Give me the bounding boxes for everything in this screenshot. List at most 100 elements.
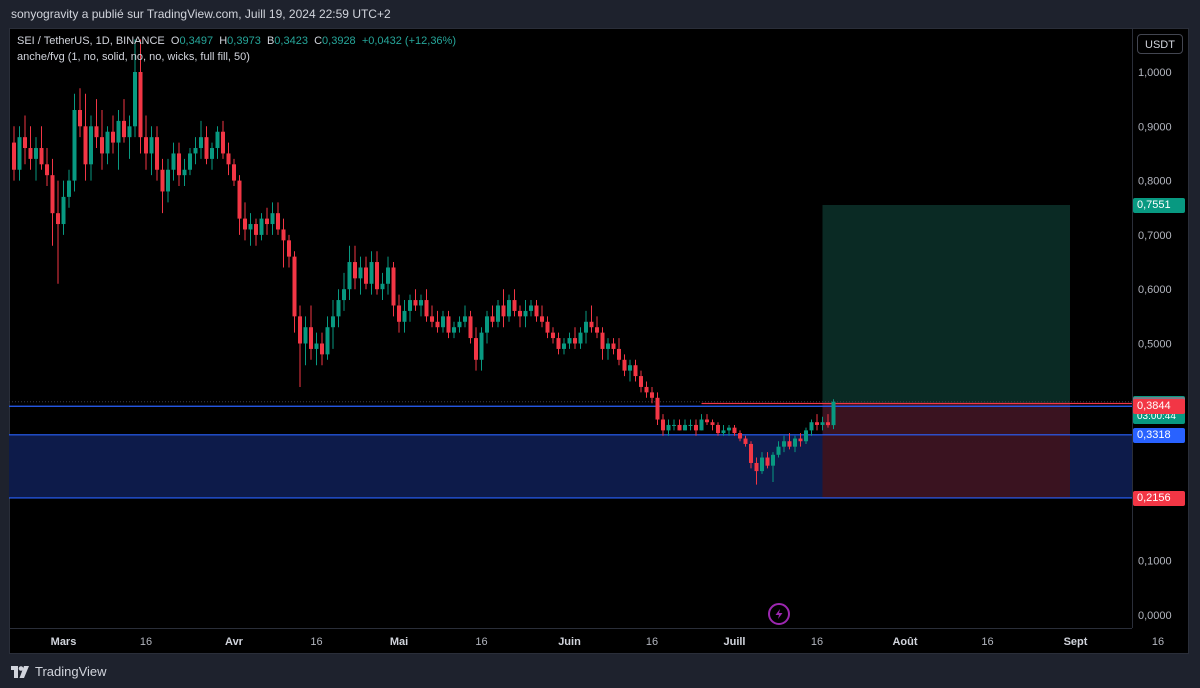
candle-body [17, 137, 22, 170]
candle-body [490, 316, 495, 322]
candle-body [347, 262, 352, 290]
price-tag: 0,3318 [1133, 427, 1185, 443]
open-value: 0,3497 [179, 35, 214, 47]
candle-body [105, 131, 110, 154]
candle-body [155, 137, 159, 170]
candle-body [193, 148, 198, 154]
time-tick-label: Avr [225, 636, 244, 648]
candle-body [782, 441, 786, 447]
candle-body [166, 169, 170, 192]
price-axis-labels: 1,0000 0,9000 0,8000 0,7000 0,6000 0,5000 0,10… [1138, 67, 1172, 622]
candle-body [661, 419, 665, 431]
price-axis[interactable] [1132, 28, 1190, 628]
candle-body [353, 262, 357, 279]
candle-body [446, 316, 451, 333]
price-tick-label: 0,5000 [1138, 339, 1172, 351]
candle-body [820, 422, 825, 425]
candle-body [226, 153, 231, 165]
open-label: O [170, 35, 180, 47]
candle-body [710, 422, 715, 425]
candle-body [386, 267, 390, 284]
price-tick-label: 0,0000 [1138, 610, 1172, 622]
indicator-legend[interactable]: anche/fvg (1, no, solid, no, no, wicks, … [17, 51, 250, 63]
price-tick-label: 0,8000 [1138, 176, 1172, 188]
candle-body [468, 316, 473, 339]
high-label: H [219, 35, 228, 47]
candle-body [34, 148, 38, 159]
candle-body [501, 305, 506, 317]
high-value: 0,3973 [227, 35, 261, 47]
symbol-title[interactable]: SEI / TetherUS, 1D, BINANCE [17, 35, 165, 47]
candle-body [116, 120, 121, 143]
candle-body [578, 332, 583, 344]
candle-body [78, 110, 82, 127]
candle-body [551, 332, 555, 339]
candle-body [171, 153, 176, 170]
zones-layer [9, 204, 1132, 498]
candle-body [364, 267, 368, 284]
candle-body [540, 316, 544, 322]
candle-body [94, 126, 99, 138]
candle-body [798, 438, 803, 442]
candle-body [485, 316, 489, 333]
candle-body [325, 327, 330, 355]
time-tick-label: Mars [51, 636, 77, 648]
candle-body [738, 433, 742, 439]
low-value: 0,3423 [274, 35, 308, 47]
candle-body [622, 359, 627, 371]
candle-body [688, 424, 693, 426]
candle-body [303, 327, 308, 344]
candle-body [595, 327, 599, 333]
candle-body [776, 446, 781, 455]
candle-body [50, 175, 55, 214]
time-tick-label: 16 [811, 636, 823, 648]
tradingview-logo[interactable]: TradingView [11, 664, 107, 679]
candle-body [292, 256, 297, 317]
candle-body [573, 338, 577, 344]
candle-body [815, 422, 819, 425]
candle-body [655, 397, 660, 420]
candle-body [402, 310, 407, 322]
candle-body [496, 305, 500, 322]
candle-body [419, 300, 423, 306]
lightning-icon[interactable] [768, 603, 790, 625]
candle-body [600, 332, 605, 349]
candle-body [237, 180, 242, 219]
candle-body [545, 321, 550, 333]
time-tick-label: 16 [310, 636, 322, 648]
candle-body [584, 321, 588, 333]
candle-body [523, 310, 528, 317]
symbol-legend[interactable]: SEI / TetherUS, 1D, BINANCE O0,3497 H0,3… [17, 35, 456, 47]
candle-body [435, 321, 440, 328]
candle-body [694, 424, 698, 431]
time-tick-label: Août [892, 636, 917, 648]
candle-body [28, 148, 33, 159]
candle-body [826, 422, 830, 426]
candle-body [309, 327, 313, 349]
indicator-title[interactable]: anche/fvg (1, no, solid, no, no, wicks, … [17, 51, 250, 63]
candle-body [254, 224, 258, 235]
quote-currency-button[interactable]: USDT [1137, 34, 1183, 54]
candle-body [221, 131, 225, 154]
candle-body [650, 392, 654, 398]
candle-body [743, 438, 748, 444]
candle-body [127, 126, 132, 138]
candle-body [138, 72, 143, 138]
candle-body [336, 300, 341, 317]
top-bar: sonyogravity a publié sur TradingView.co… [0, 0, 1200, 28]
candle-body [210, 148, 214, 159]
position-target-zone [822, 204, 1070, 404]
candle-body [199, 137, 203, 149]
change-value: +0,0432 (+12,36%) [361, 35, 456, 47]
price-tag: 0,2156 [1133, 490, 1185, 506]
candle-body [765, 457, 770, 466]
candle-body [232, 164, 236, 181]
time-tick-label: Sept [1064, 636, 1088, 648]
candle-body [787, 441, 792, 447]
candle-body [83, 126, 88, 165]
candle-body [518, 310, 522, 317]
candle-body [413, 300, 418, 306]
time-axis[interactable] [9, 628, 1132, 655]
candle-body [831, 401, 836, 426]
